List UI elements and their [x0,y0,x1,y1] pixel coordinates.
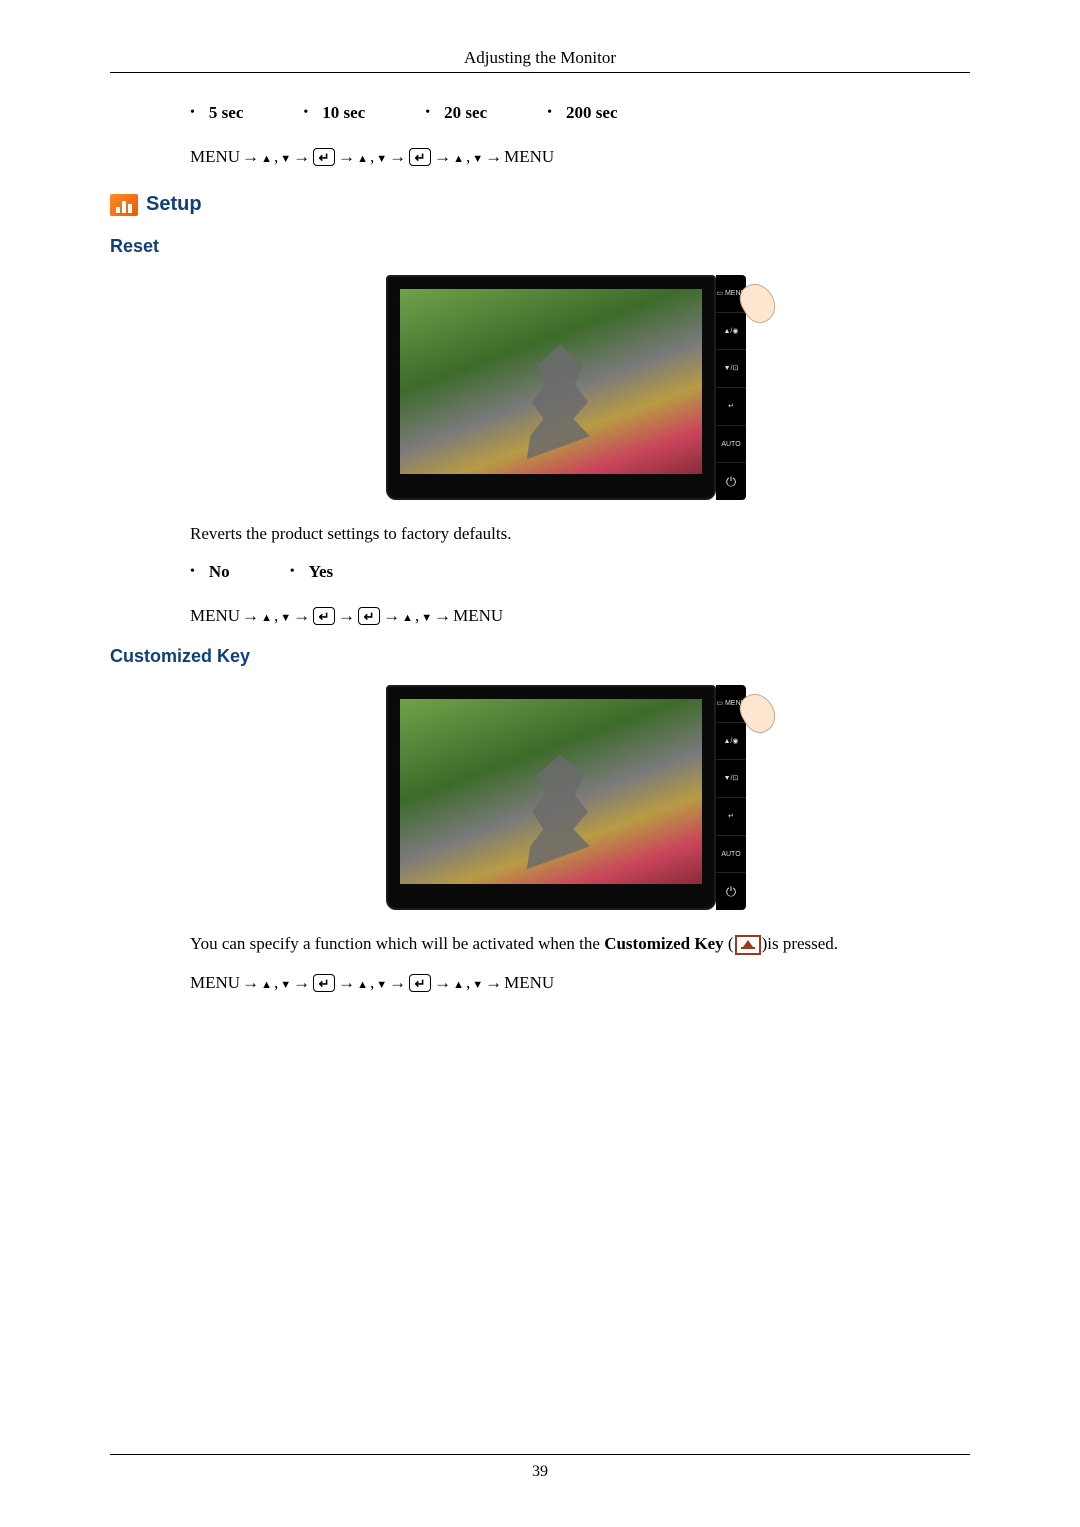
option-no: •No [190,562,230,582]
down-arrow-icon [280,606,291,626]
desc-bold: Customized Key [604,934,723,953]
up-arrow-icon [261,973,272,993]
strip-down-button[interactable]: ▼/⊡ [716,350,746,388]
enter-key-icon [313,974,335,992]
strip-auto-button[interactable]: AUTO [716,836,746,874]
strip-enter-button[interactable]: ↵ [716,798,746,836]
setup-icon [110,194,138,216]
option-label: No [209,562,230,582]
option-label: 200 sec [566,103,617,123]
strip-up-button[interactable]: ▲/◉ [716,313,746,351]
desc-paren-close: )is pressed. [762,934,838,953]
option-label: Yes [309,562,334,582]
page: Adjusting the Monitor •5 sec •10 sec •20… [0,0,1080,1527]
option-label: 5 sec [209,103,243,123]
up-arrow-icon [261,147,272,167]
up-arrow-icon [402,606,413,626]
strip-down-button[interactable]: ▼/⊡ [716,760,746,798]
down-arrow-icon [376,147,387,167]
customized-key-heading: Customized Key [110,646,970,667]
setup-section-header: Setup [110,193,970,216]
down-arrow-icon [376,973,387,993]
up-arrow-icon [261,606,272,626]
enter-key-icon [409,974,431,992]
nav-sequence-reset: MENU → , → → → , → MENU [190,606,970,626]
footer: 39 [110,1454,970,1481]
nav-sequence-1: MENU → , → → , → → , → MENU [190,147,970,167]
enter-key-icon [313,148,335,166]
down-arrow-icon [472,147,483,167]
setup-title: Setup [146,193,202,216]
monitor-button-strip: ▭ MENU ▲/◉ ▼/⊡ ↵ AUTO ⏻ [716,685,746,910]
finger-icon [746,275,774,500]
reset-heading: Reset [110,236,970,257]
content-block: •5 sec •10 sec •20 sec •200 sec MENU → ,… [110,103,970,993]
monitor-frame [386,685,716,910]
running-header: Adjusting the Monitor [110,48,970,72]
strip-up-button[interactable]: ▲/◉ [716,723,746,761]
nav-sequence-customized: MENU → , → → , → → , → MENU [190,973,970,993]
footer-rule [110,1454,970,1455]
option-label: 20 sec [444,103,487,123]
up-arrow-icon [357,147,368,167]
up-arrow-icon [357,973,368,993]
finger-icon [746,685,774,910]
monitor-button-strip: ▭ MENU ▲/◉ ▼/⊡ ↵ AUTO ⏻ [716,275,746,500]
monitor-frame [386,275,716,500]
option-200sec: •200 sec [547,103,617,123]
down-arrow-icon [421,606,432,626]
reset-description: Reverts the product settings to factory … [190,524,970,544]
reset-options-row: •No •Yes [190,562,970,582]
down-arrow-icon [280,973,291,993]
enter-key-icon [358,607,380,625]
option-5sec: •5 sec [190,103,243,123]
desc-pre: You can specify a function which will be… [190,934,604,953]
option-20sec: •20 sec [425,103,487,123]
strip-auto-button[interactable]: AUTO [716,426,746,464]
enter-key-icon [409,148,431,166]
header-rule [110,72,970,73]
up-arrow-icon [453,147,464,167]
strip-power-button[interactable]: ⏻ [716,463,746,500]
desc-paren-open: ( [724,934,734,953]
enter-key-icon [313,607,335,625]
strip-power-button[interactable]: ⏻ [716,873,746,910]
down-arrow-icon [472,973,483,993]
monitor-screen [400,699,702,884]
customized-key-icon [735,935,761,955]
timeout-options-row: •5 sec •10 sec •20 sec •200 sec [190,103,970,123]
monitor-screen [400,289,702,474]
up-arrow-icon [453,973,464,993]
option-yes: •Yes [290,562,333,582]
monitor-wrap: ▭ MENU ▲/◉ ▼/⊡ ↵ AUTO ⏻ [386,685,774,910]
monitor-wrap: ▭ MENU ▲/◉ ▼/⊡ ↵ AUTO ⏻ [386,275,774,500]
reset-figure: ▭ MENU ▲/◉ ▼/⊡ ↵ AUTO ⏻ [190,275,970,500]
strip-enter-button[interactable]: ↵ [716,388,746,426]
down-arrow-icon [280,147,291,167]
customized-key-description: You can specify a function which will be… [190,934,970,955]
option-label: 10 sec [322,103,365,123]
customized-key-figure: ▭ MENU ▲/◉ ▼/⊡ ↵ AUTO ⏻ [190,685,970,910]
option-10sec: •10 sec [303,103,365,123]
page-number: 39 [110,1463,970,1481]
